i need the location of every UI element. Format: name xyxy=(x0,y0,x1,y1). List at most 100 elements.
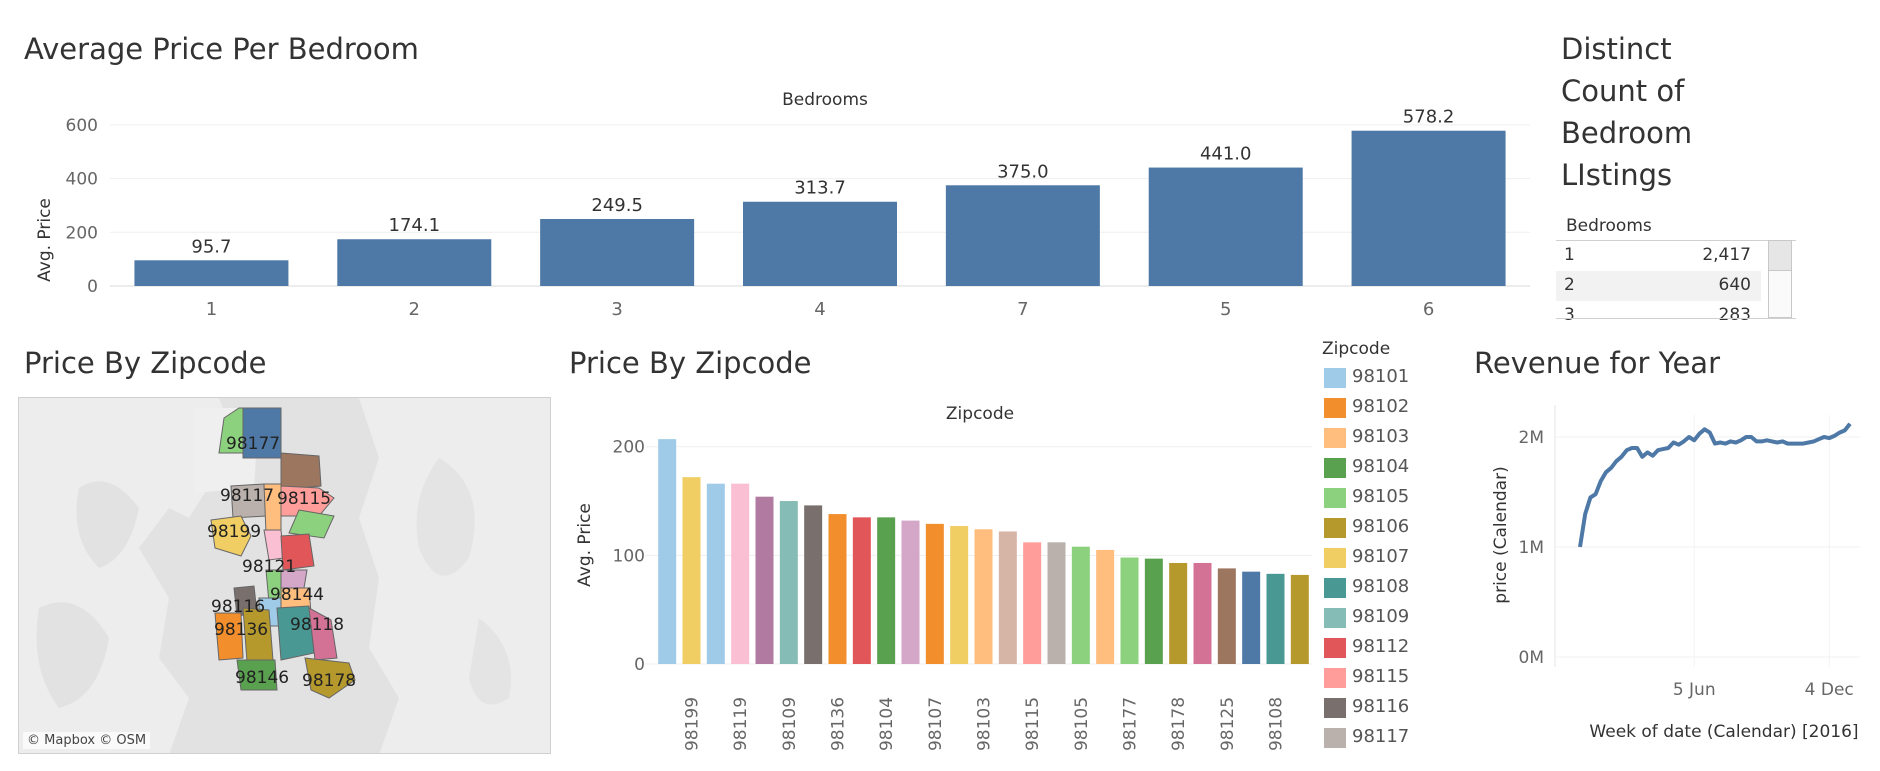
zip-chart-header: Zipcode xyxy=(946,404,1014,424)
zip-x-tick-label: 98104 xyxy=(877,697,897,751)
zip-bar[interactable] xyxy=(877,517,896,664)
revenue-x-tick-label: 4 Dec xyxy=(1805,680,1854,700)
legend-item[interactable]: 98104 xyxy=(1320,453,1440,483)
table-cell-bedrooms: 3 xyxy=(1564,305,1575,320)
zip-x-tick-label: 98125 xyxy=(1218,697,1238,751)
zip-x-tick-label: 98136 xyxy=(829,697,849,751)
zip-bar[interactable] xyxy=(1120,557,1139,664)
bedrooms-bar-value-label: 441.0 xyxy=(1200,144,1252,165)
zip-bar[interactable] xyxy=(1023,542,1042,664)
table-row: 2 640 xyxy=(1556,271,1761,301)
zip-bar[interactable] xyxy=(1290,574,1309,664)
map-attribution[interactable]: © Mapbox © OSM xyxy=(23,732,151,749)
bedrooms-bar-value-label: 95.7 xyxy=(191,236,231,257)
map-label-98136: 98136 xyxy=(214,620,269,640)
bedrooms-bar-value-label: 174.1 xyxy=(389,215,441,236)
zip-bar[interactable] xyxy=(804,505,823,664)
map-label-98177: 98177 xyxy=(226,434,281,454)
zip-bar[interactable] xyxy=(828,514,847,664)
zip-bar[interactable] xyxy=(658,439,677,664)
zip-bar[interactable] xyxy=(755,496,774,664)
zip-bar[interactable] xyxy=(1266,573,1285,664)
bedrooms-bar-value-label: 578.2 xyxy=(1403,107,1455,128)
bedrooms-bar[interactable] xyxy=(337,239,492,286)
legend-swatch xyxy=(1324,698,1346,718)
legend-swatch xyxy=(1324,728,1346,748)
zipcode-map[interactable]: 98177 98117 98115 98199 98121 98144 9811… xyxy=(18,397,551,754)
bedrooms-y-tick-label: 400 xyxy=(66,170,98,190)
legend-swatch xyxy=(1324,458,1346,478)
legend-swatch xyxy=(1324,518,1346,538)
map-label-98118: 98118 xyxy=(290,615,345,635)
zip-bar[interactable] xyxy=(925,523,944,664)
legend-swatch xyxy=(1324,578,1346,598)
zip-bar[interactable] xyxy=(706,483,725,664)
table-scrollbar-thumb[interactable] xyxy=(1769,241,1791,271)
revenue-series-line xyxy=(1578,422,1852,548)
legend-item[interactable]: 98115 xyxy=(1320,663,1440,693)
zip-bar[interactable] xyxy=(1047,542,1066,664)
zip-bar[interactable] xyxy=(1071,546,1090,664)
legend-item[interactable]: 98116 xyxy=(1320,693,1440,723)
zip-bar[interactable] xyxy=(1144,558,1163,664)
zip-x-tick-label: 98109 xyxy=(780,697,800,751)
legend-swatch xyxy=(1324,368,1346,388)
bedrooms-y-tick-label: 600 xyxy=(66,116,98,136)
bedrooms-x-tick-label: 7 xyxy=(1017,299,1028,320)
zip-y-tick-label: 0 xyxy=(634,655,645,675)
legend-label: 98106 xyxy=(1352,516,1410,537)
revenue-y-tick-label: 1M xyxy=(1519,538,1544,558)
distinct-count-title: Distinct Count of Bedroom LIstings xyxy=(1561,28,1692,196)
distinct-count-title-line: Bedroom xyxy=(1561,116,1693,150)
legend-item[interactable]: 98109 xyxy=(1320,603,1440,633)
bedrooms-bar[interactable] xyxy=(540,218,695,286)
legend-swatch xyxy=(1324,668,1346,688)
legend-swatch xyxy=(1324,638,1346,658)
legend-item[interactable]: 98107 xyxy=(1320,543,1440,573)
bedrooms-bar[interactable] xyxy=(1351,130,1506,286)
legend-label: 98102 xyxy=(1352,396,1410,417)
revenue-y-tick-label: 0M xyxy=(1519,648,1544,668)
zip-bar[interactable] xyxy=(682,477,701,664)
legend-label: 98107 xyxy=(1352,546,1410,567)
legend-label: 98115 xyxy=(1352,666,1410,687)
legend-item[interactable]: 98117 xyxy=(1320,723,1440,753)
table-scrollbar[interactable] xyxy=(1768,240,1792,318)
map-label-98117: 98117 xyxy=(220,486,275,506)
zip-bar[interactable] xyxy=(998,531,1017,664)
bedrooms-bar-value-label: 313.7 xyxy=(794,178,846,199)
zip-bar[interactable] xyxy=(974,529,993,664)
zip-bar[interactable] xyxy=(950,526,969,664)
bedrooms-bar[interactable] xyxy=(134,260,289,286)
bedrooms-chart-header: Bedrooms xyxy=(782,90,868,110)
legend-item[interactable]: 98103 xyxy=(1320,423,1440,453)
legend-swatch xyxy=(1324,398,1346,418)
zip-bar[interactable] xyxy=(852,517,871,664)
zip-bar[interactable] xyxy=(731,483,750,664)
legend-label: 98108 xyxy=(1352,576,1410,597)
zip-bar[interactable] xyxy=(1193,562,1212,664)
bedrooms-y-axis-label: Avg. Price xyxy=(35,198,55,282)
bedrooms-bar[interactable] xyxy=(743,201,897,286)
map-label-98116: 98116 xyxy=(211,597,266,617)
zip-bar[interactable] xyxy=(1169,562,1188,664)
bedrooms-x-tick-label: 2 xyxy=(409,299,420,320)
legend-item[interactable]: 98101 xyxy=(1320,363,1440,393)
legend-item[interactable]: 98102 xyxy=(1320,393,1440,423)
distinct-count-title-line: LIstings xyxy=(1561,158,1673,192)
legend-swatch xyxy=(1324,608,1346,628)
zip-bar[interactable] xyxy=(1096,549,1115,664)
table-column-header: Bedrooms xyxy=(1566,216,1652,236)
legend-item[interactable]: 98106 xyxy=(1320,513,1440,543)
zip-bar[interactable] xyxy=(901,520,920,664)
zip-x-tick-label: 98108 xyxy=(1267,697,1287,751)
legend-item[interactable]: 98108 xyxy=(1320,573,1440,603)
zip-bar[interactable] xyxy=(1217,568,1236,664)
zip-x-tick-label: 98177 xyxy=(1121,697,1141,751)
zip-bar[interactable] xyxy=(1242,571,1261,664)
bedrooms-bar[interactable] xyxy=(1148,167,1303,286)
zip-bar[interactable] xyxy=(779,501,798,664)
bedrooms-bar[interactable] xyxy=(945,185,1100,286)
legend-item[interactable]: 98105 xyxy=(1320,483,1440,513)
legend-item[interactable]: 98112 xyxy=(1320,633,1440,663)
